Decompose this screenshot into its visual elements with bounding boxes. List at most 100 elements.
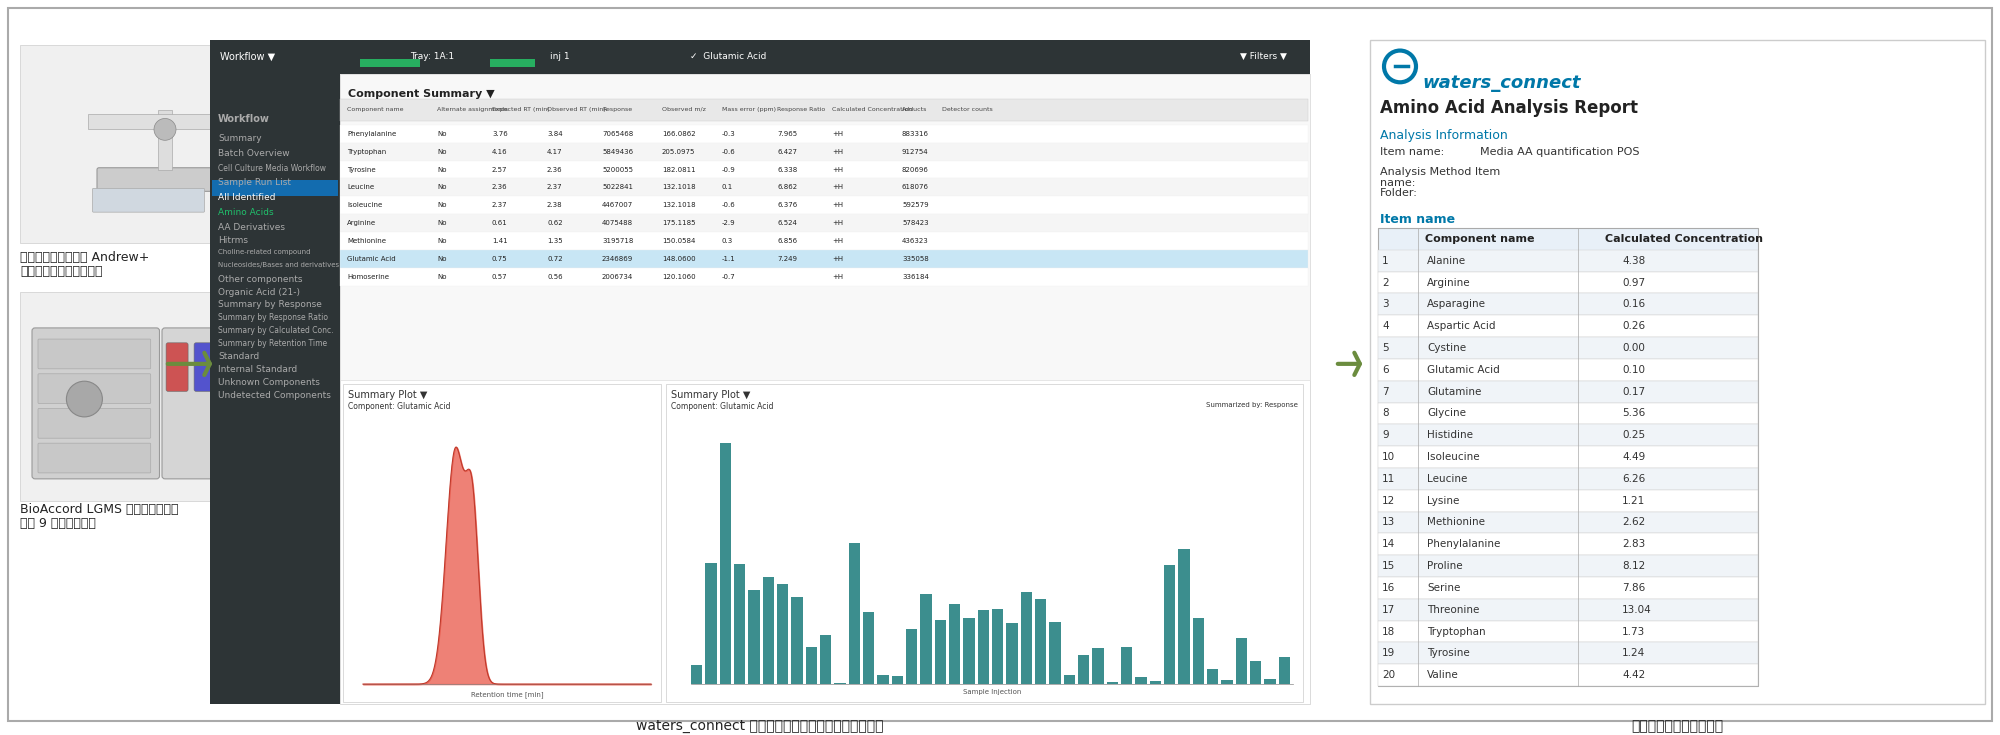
Text: Proline: Proline (1428, 561, 1462, 571)
Bar (340, 143, 1308, 161)
Text: Component: Glutamic Acid: Component: Glutamic Acid (348, 401, 450, 411)
Bar (158, 110, 172, 170)
Text: 2.57: 2.57 (492, 167, 508, 173)
Text: 1.41: 1.41 (492, 238, 508, 244)
Text: 205.0975: 205.0975 (662, 148, 696, 154)
Text: 0.26: 0.26 (1622, 321, 1646, 331)
Text: Summary Plot ▼: Summary Plot ▼ (672, 390, 750, 400)
FancyBboxPatch shape (38, 374, 150, 404)
Text: 12: 12 (1382, 495, 1396, 506)
Text: +H: +H (832, 131, 844, 137)
Text: 592579: 592579 (902, 202, 928, 208)
Text: 10: 10 (1382, 452, 1396, 462)
Text: Workflow: Workflow (218, 114, 270, 124)
Text: waters_connect: waters_connect (1422, 74, 1580, 93)
Text: 4.16: 4.16 (492, 148, 508, 154)
Text: Response Ratio: Response Ratio (776, 107, 826, 112)
Text: 336184: 336184 (902, 273, 928, 279)
Text: 1.35: 1.35 (548, 238, 562, 244)
Text: Leucine: Leucine (348, 184, 374, 190)
Text: 4.49: 4.49 (1622, 452, 1646, 462)
Text: -0.6: -0.6 (722, 202, 736, 208)
Bar (1106, 682, 1118, 684)
Text: 3195718: 3195718 (602, 238, 634, 244)
Text: 4467007: 4467007 (602, 202, 634, 208)
Text: 2346869: 2346869 (602, 256, 634, 262)
Text: Observed m/z: Observed m/z (662, 107, 706, 112)
Text: 9: 9 (1382, 430, 1388, 440)
Text: No: No (436, 273, 446, 279)
Text: 7.965: 7.965 (776, 131, 798, 137)
Bar (340, 196, 1308, 214)
Text: 8: 8 (1382, 409, 1388, 418)
Text: Tryptophan: Tryptophan (1428, 626, 1486, 637)
Text: Methionine: Methionine (1428, 517, 1484, 528)
Text: Media AA quantification POS: Media AA quantification POS (1480, 147, 1640, 157)
Text: 1.21: 1.21 (1622, 495, 1646, 506)
Text: Asparagine: Asparagine (1428, 299, 1486, 309)
Text: 0.75: 0.75 (492, 256, 508, 262)
Text: Unknown Components: Unknown Components (218, 378, 320, 387)
Bar (1378, 642, 1758, 664)
Text: Homoserine: Homoserine (348, 273, 388, 279)
Text: 578423: 578423 (902, 220, 928, 226)
Text: 0.62: 0.62 (548, 220, 562, 226)
Bar (1378, 272, 1758, 293)
FancyBboxPatch shape (38, 409, 150, 438)
Text: Summary by Response Ratio: Summary by Response Ratio (218, 313, 328, 322)
Text: 0.17: 0.17 (1622, 387, 1646, 397)
Circle shape (154, 118, 176, 140)
Text: Hitrms: Hitrms (218, 236, 248, 245)
Text: Tryptophan: Tryptophan (348, 148, 386, 154)
Text: 4.17: 4.17 (548, 148, 562, 154)
Text: No: No (436, 167, 446, 173)
Text: 0.72: 0.72 (548, 256, 562, 262)
Bar (1150, 681, 1162, 684)
Text: Summary by Retention Time: Summary by Retention Time (218, 339, 328, 348)
Text: Retention time [min]: Retention time [min] (470, 691, 544, 698)
Bar (1378, 468, 1758, 490)
Text: 132.1018: 132.1018 (662, 184, 696, 190)
Text: Adducts: Adducts (902, 107, 928, 112)
Bar (340, 161, 1308, 179)
Text: +H: +H (832, 256, 844, 262)
Text: No: No (436, 148, 446, 154)
Text: 17: 17 (1382, 605, 1396, 614)
Text: 0.10: 0.10 (1622, 365, 1644, 375)
Text: Amino Acid Analysis Report: Amino Acid Analysis Report (1380, 99, 1638, 117)
Bar (820, 634, 832, 684)
Text: 2.37: 2.37 (548, 184, 562, 190)
Text: 6.862: 6.862 (776, 184, 798, 190)
Bar (1378, 403, 1758, 424)
Bar (1378, 446, 1758, 468)
Text: 182.0811: 182.0811 (662, 167, 696, 173)
Bar (226, 118, 248, 126)
Text: Sample Injection: Sample Injection (962, 689, 1022, 695)
Text: 0.25: 0.25 (1622, 430, 1646, 440)
Text: No: No (436, 131, 446, 137)
Text: Batch Overview: Batch Overview (218, 148, 290, 158)
Text: 150.0584: 150.0584 (662, 238, 696, 244)
Text: Analysis Method Item
name:: Analysis Method Item name: (1380, 167, 1500, 188)
Text: Lysine: Lysine (1428, 495, 1460, 506)
Text: Glutamine: Glutamine (1428, 387, 1482, 397)
Text: 1.73: 1.73 (1622, 626, 1646, 637)
Bar (210, 74, 340, 704)
FancyBboxPatch shape (166, 343, 188, 391)
Bar (1378, 424, 1758, 446)
Text: Alternate assignments: Alternate assignments (436, 107, 508, 112)
Text: Component Summary ▼: Component Summary ▼ (348, 89, 494, 99)
FancyBboxPatch shape (8, 8, 1992, 721)
Bar (720, 443, 732, 684)
Text: 8.12: 8.12 (1622, 561, 1646, 571)
Text: 3.76: 3.76 (492, 131, 508, 137)
FancyBboxPatch shape (38, 339, 150, 369)
Text: ✓  Glutamic Acid: ✓ Glutamic Acid (690, 52, 766, 61)
Text: Sample Run List: Sample Run List (218, 179, 292, 187)
Text: Summarized by: Response: Summarized by: Response (1206, 401, 1298, 407)
Bar (1378, 512, 1758, 534)
Text: Histidine: Histidine (1428, 430, 1472, 440)
Text: 2.83: 2.83 (1622, 539, 1646, 549)
Text: 16: 16 (1382, 583, 1396, 593)
Text: 4075488: 4075488 (602, 220, 634, 226)
